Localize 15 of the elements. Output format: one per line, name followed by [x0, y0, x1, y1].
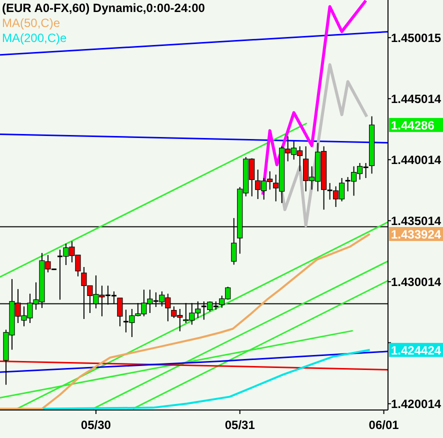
x-tick-label: 05/30: [80, 418, 112, 432]
chart-title: (EUR A0-FX,60) Dynamic,0:00-24:00: [2, 1, 206, 15]
y-tick-label: 1.430014: [391, 275, 442, 290]
x-tick-label: 06/01: [368, 418, 400, 432]
y-tick-label: 1.440014: [391, 153, 442, 168]
x-tick-label: 05/31: [224, 418, 256, 432]
text: 1.433924: [391, 227, 442, 242]
text: MA(200,C)e: [2, 31, 68, 45]
y-tick-label: 1.420014: [391, 397, 442, 412]
text: MA(50,C)e: [2, 16, 60, 30]
y-tick-label: 1.435014: [391, 214, 442, 228]
text: 1.424424: [391, 343, 442, 358]
y-tick-label: 1.450015: [391, 31, 442, 46]
y-tick-label: 1.445014: [391, 92, 442, 106]
text: 1.44286: [391, 118, 435, 132]
